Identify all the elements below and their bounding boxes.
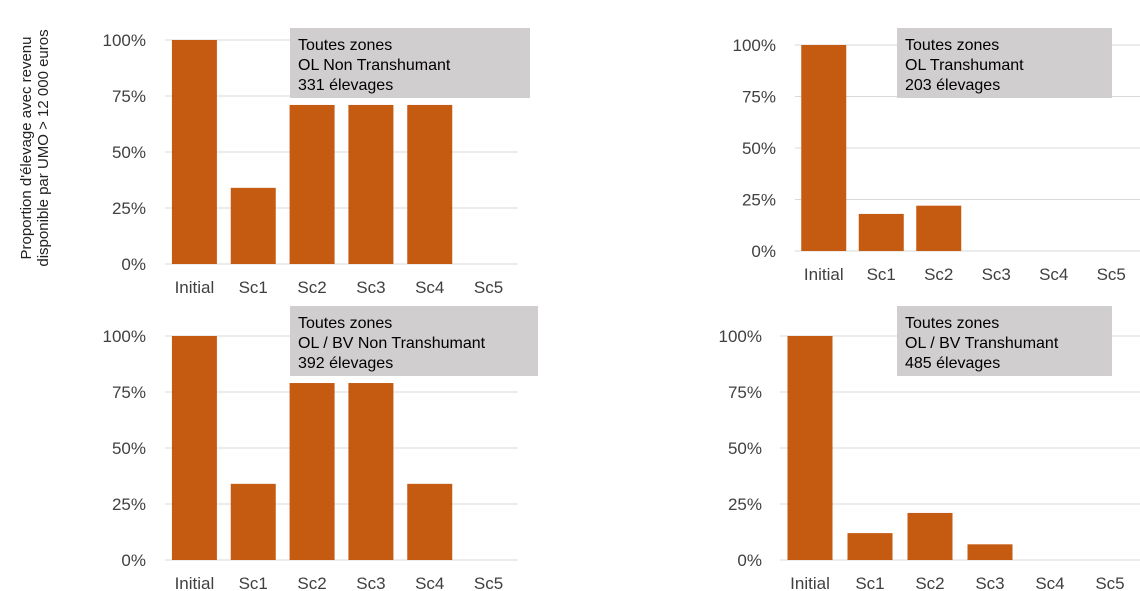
x-tick-label: Initial [804,265,844,284]
y-tick-label: 75% [728,383,762,402]
bar-initial [801,45,847,251]
y-tick-label: 100% [719,327,762,346]
annotation-line-3: 331 élevages [298,77,393,94]
y-tick-label: 75% [742,88,776,107]
bar-initial [787,336,833,560]
annotation-box [290,306,538,376]
y-tick-label: 100% [733,36,776,55]
bar-sc3 [348,383,394,560]
x-tick-label: Sc2 [924,265,953,284]
bar-sc1 [230,187,276,264]
chart-panel-1: 0% 25% 50% 75% 100% Initial Sc1 Sc2 Sc3 Sc4 Sc5 Tou… [103,28,530,297]
x-tick-label: Sc5 [1095,574,1124,591]
bar-sc1 [858,213,904,251]
y-tick-label: 100% [103,31,146,50]
annotation-line-3: 392 élevages [298,355,393,372]
x-tick-label: Sc1 [239,278,268,297]
annotation-box [897,28,1112,98]
y-tick-label: 50% [728,439,762,458]
y-tick-label: 0% [751,242,776,261]
bar-sc4 [407,104,453,265]
chart-panel-2: 0% 25% 50% 75% 100% Initial Sc1 Sc2 Sc3 Sc4 Sc5 Tou… [733,28,1140,284]
x-tick-label: Sc2 [915,574,944,591]
x-tick-label: Sc2 [297,574,326,591]
y-tick-label: 75% [112,87,146,106]
chart-panel-4: 0% 25% 50% 75% 100% Initial Sc1 Sc2 Sc3 Sc4 Sc5 Tou… [719,306,1140,591]
x-tick-label: Sc1 [855,574,884,591]
annotation-line-1: Toutes zones [298,37,392,54]
x-tick-label: Sc3 [356,278,385,297]
x-tick-label: Sc3 [982,265,1011,284]
y-tick-label: 0% [121,255,146,274]
x-tick-label: Sc5 [474,278,503,297]
bar-sc1 [230,483,276,560]
annotation-line-2: OL / BV Transhumant [905,335,1059,352]
y-tick-label: 50% [112,439,146,458]
annotation-line-2: OL / BV Non Transhumant [298,335,486,352]
annotation-line-1: Toutes zones [298,315,392,332]
x-tick-label: Initial [175,278,215,297]
x-tick-label: Sc2 [297,278,326,297]
y-tick-label: 100% [103,327,146,346]
y-tick-label: 25% [112,495,146,514]
annotation-line-3: 203 élevages [905,77,1000,94]
x-tick-label: Sc5 [474,574,503,591]
y-tick-label: 50% [112,143,146,162]
bar-initial [171,40,217,264]
x-tick-label: Initial [790,574,830,591]
annotation-line-1: Toutes zones [905,37,999,54]
x-tick-label: Sc5 [1097,265,1126,284]
x-tick-label: Sc1 [867,265,896,284]
y-tick-label: 50% [742,139,776,158]
annotation-line-2: OL Non Transhumant [298,57,451,74]
annotation-line-2: OL Transhumant [905,57,1024,74]
bar-sc4 [407,483,453,560]
y-tick-label: 75% [112,383,146,402]
x-tick-label: Sc3 [356,574,385,591]
bar-sc2 [289,104,335,265]
bar-sc1 [847,533,893,560]
y-tick-label: 25% [112,199,146,218]
annotation-line-3: 485 élevages [905,355,1000,372]
annotation-box [290,28,530,98]
x-tick-label: Sc1 [239,574,268,591]
bar-sc3 [348,104,394,265]
y-tick-label: 0% [121,551,146,570]
x-tick-label: Sc3 [975,574,1004,591]
bar-sc2 [916,205,962,251]
x-tick-label: Sc4 [415,574,444,591]
x-tick-label: Initial [175,574,215,591]
bar-sc3 [967,544,1013,560]
x-tick-label: Sc4 [415,278,444,297]
bar-sc2 [289,383,335,560]
annotation-line-1: Toutes zones [905,315,999,332]
annotation-box [897,306,1112,376]
y-tick-label: 0% [737,551,762,570]
bar-initial [171,336,217,560]
x-tick-label: Sc4 [1035,574,1064,591]
chart-panel-3: 0% 25% 50% 75% 100% Initial Sc1 Sc2 Sc3 Sc4 Sc5 Tou… [103,306,538,591]
x-tick-label: Sc4 [1039,265,1068,284]
bar-sc2 [907,512,953,560]
y-tick-label: 25% [728,495,762,514]
y-tick-label: 25% [742,191,776,210]
